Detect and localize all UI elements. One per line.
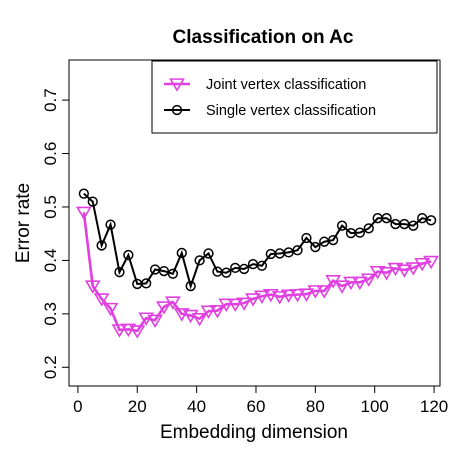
y-tick-label: 0.4 [41, 249, 60, 273]
data-point [120, 323, 137, 338]
data-point [256, 260, 268, 271]
x-tick-label: 60 [247, 397, 266, 416]
data-point [254, 290, 270, 304]
data-point [96, 240, 107, 251]
x-axis-label: Embedding dimension [160, 422, 348, 443]
data-point [292, 245, 303, 256]
legend-swatch-marker [171, 104, 183, 116]
data-point [185, 280, 196, 292]
data-point [369, 265, 386, 280]
data-point [141, 278, 152, 289]
series-single-vertex [78, 188, 437, 292]
data-point [301, 232, 312, 244]
legend-box [151, 60, 438, 134]
x-tick-label: 80 [306, 397, 325, 416]
data-point [75, 206, 92, 221]
data-point [123, 249, 134, 261]
data-point [191, 312, 208, 327]
data-point [129, 325, 146, 339]
data-point [164, 296, 181, 310]
data-point [354, 227, 366, 238]
x-axis: 0 20 40 60 80 100 120 [73, 385, 448, 416]
data-point [363, 223, 374, 234]
data-point [298, 288, 315, 302]
data-point [360, 273, 377, 287]
data-point [245, 293, 261, 307]
data-point [378, 267, 395, 281]
y-tick-label: 0.5 [41, 195, 60, 219]
data-point [414, 257, 431, 272]
data-point [405, 262, 422, 276]
data-point [167, 268, 179, 279]
y-tick-label: 0.3 [41, 302, 60, 326]
data-point [289, 288, 306, 303]
chart-title: Classification on Ac [173, 27, 354, 48]
x-tick-label: 20 [128, 397, 147, 416]
data-point [425, 215, 437, 226]
data-point [310, 241, 321, 253]
data-point [271, 291, 288, 305]
series-joint-vertex [75, 206, 439, 339]
data-point [158, 265, 170, 277]
x-tick-label: 120 [420, 397, 448, 416]
data-point [203, 248, 214, 259]
data-point [173, 308, 190, 322]
data-point [351, 276, 368, 291]
data-point [176, 247, 187, 259]
data-point [227, 298, 244, 312]
data-point [381, 213, 392, 224]
legend-item: Single vertex classification [164, 103, 376, 119]
data-point [138, 312, 155, 326]
y-tick-label: 0.6 [41, 142, 60, 166]
data-point [102, 302, 119, 317]
data-point [343, 276, 359, 291]
data-point [328, 234, 339, 246]
data-point [336, 220, 348, 231]
data-point [262, 288, 279, 303]
y-tick-label: 0.2 [41, 355, 60, 379]
data-point [221, 267, 232, 278]
y-tick-label: 0.7 [41, 88, 60, 112]
x-tick-label: 100 [361, 397, 389, 416]
data-point [387, 262, 404, 277]
series-line [82, 212, 432, 333]
data-point [194, 255, 205, 266]
data-point [280, 289, 297, 303]
series-layer [75, 188, 439, 339]
legend-label: Joint vertex classification [206, 77, 366, 93]
data-point [78, 188, 89, 199]
data-point [316, 285, 333, 299]
data-point [218, 298, 235, 312]
data-point [396, 264, 413, 278]
y-axis: 0.2 0.3 0.4 0.5 0.6 0.7 [41, 88, 70, 379]
legend: Joint vertex classification Single vertex… [151, 60, 438, 134]
data-point [147, 314, 163, 329]
data-point [307, 285, 324, 299]
data-point [408, 220, 419, 231]
x-tick-label: 40 [187, 397, 206, 416]
data-point [156, 301, 172, 315]
data-point [93, 293, 110, 307]
data-point [114, 267, 125, 278]
x-tick-label: 0 [73, 397, 82, 416]
data-point [236, 297, 253, 311]
data-point [105, 219, 116, 230]
data-point [111, 324, 128, 338]
legend-item: Joint vertex classification [164, 77, 366, 93]
data-point [84, 280, 101, 294]
data-point [200, 305, 217, 319]
legend-swatch-marker [169, 78, 185, 92]
y-axis-label: Error rate [13, 183, 34, 263]
data-point [87, 196, 98, 207]
data-point [334, 280, 350, 294]
legend-label: Single vertex classification [206, 103, 376, 119]
data-point [423, 255, 439, 270]
data-point [238, 263, 250, 275]
data-point [209, 304, 226, 319]
